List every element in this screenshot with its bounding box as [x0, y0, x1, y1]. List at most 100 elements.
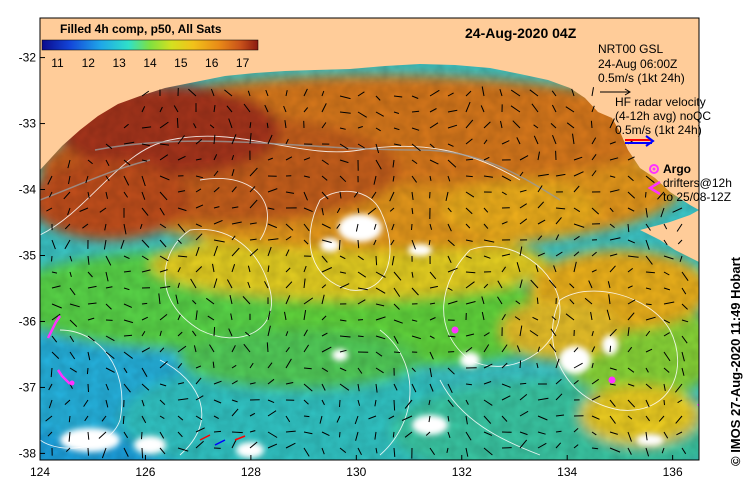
- velocity-arrow: [627, 299, 636, 305]
- velocity-arrow: [123, 447, 129, 457]
- velocity-arrow: [537, 185, 543, 193]
- velocity-arrow: [591, 447, 599, 450]
- velocity-arrow: [87, 335, 95, 342]
- drifter-track-southwest: [56, 369, 71, 385]
- velocity-arrow: [483, 399, 493, 406]
- velocity-arrow: [123, 334, 133, 337]
- velocity-arrow: [393, 447, 396, 457]
- velocity-arrow: [321, 223, 331, 229]
- velocity-arrow: [627, 255, 639, 258]
- velocity-arrow: [501, 175, 512, 182]
- velocity-arrow: [231, 345, 236, 353]
- legend-drifter-icon: [647, 180, 661, 196]
- velocity-arrow: [285, 138, 289, 145]
- velocity-arrow: [551, 316, 557, 321]
- velocity-arrow: [555, 393, 563, 401]
- velocity-arrow: [68, 175, 71, 185]
- velocity-arrow: [533, 135, 539, 145]
- velocity-arrow: [303, 310, 307, 321]
- velocity-arrow: [591, 415, 600, 420]
- velocity-arrow: [447, 175, 451, 182]
- velocity-arrow: [249, 430, 256, 433]
- velocity-arrow: [677, 399, 683, 404]
- velocity-arrow: [339, 367, 347, 372]
- velocity-arrow: [627, 383, 635, 387]
- velocity-arrow: [447, 239, 455, 247]
- velocity-arrow: [354, 415, 359, 425]
- velocity-arrow: [177, 282, 180, 289]
- velocity-arrow: [195, 377, 202, 385]
- velocity-arrow: [483, 332, 490, 337]
- velocity-arrow: [336, 207, 341, 214]
- velocity-arrow: [266, 342, 269, 353]
- velocity-arrow: [404, 399, 413, 409]
- velocity-arrow: [627, 327, 630, 337]
- velocity-arrow: [209, 124, 215, 129]
- velocity-arrow: [645, 239, 650, 250]
- velocity-arrow: [249, 222, 257, 225]
- velocity-arrow: [321, 332, 328, 337]
- velocity-arrow: [393, 287, 401, 297]
- velocity-arrow: [483, 283, 489, 289]
- velocity-arrow: [267, 378, 275, 385]
- velocity-arrow: [537, 235, 543, 241]
- velocity-arrow: [48, 383, 53, 391]
- velocity-arrow: [321, 90, 325, 97]
- velocity-arrow: [339, 159, 349, 164]
- map-frame: [39, 17, 700, 461]
- velocity-arrow: [591, 105, 595, 113]
- velocity-arrow: [98, 431, 107, 439]
- velocity-arrow: [141, 330, 146, 337]
- velocity-arrow: [357, 299, 366, 305]
- velocity-arrow: [529, 330, 539, 337]
- velocity-arrow: [501, 395, 511, 401]
- velocity-arrow: [429, 335, 435, 339]
- velocity-arrow: [195, 310, 198, 321]
- velocity-arrow: [123, 367, 128, 374]
- velocity-arrow: [303, 278, 306, 289]
- velocity-arrow: [373, 223, 377, 230]
- velocity-arrow: [447, 267, 458, 273]
- hf-radar-arrows: [199, 434, 246, 446]
- velocity-arrow: [267, 157, 273, 161]
- velocity-arrow: [321, 431, 330, 437]
- legend-nrt-line1: NRT00 GSL: [598, 42, 663, 56]
- velocity-arrow: [321, 399, 325, 406]
- velocity-arrow: [283, 105, 287, 113]
- velocity-arrow: [429, 143, 435, 149]
- velocity-arrow: [536, 297, 539, 305]
- velocity-arrow: [243, 343, 251, 353]
- velocity-arrow: [447, 124, 458, 129]
- velocity-arrow: [265, 89, 269, 97]
- velocity-arrow: [195, 158, 202, 161]
- velocity-arrow: [591, 87, 594, 97]
- velocity-arrow: [357, 207, 360, 214]
- velocity-arrow: [303, 383, 313, 392]
- velocity-arrow: [465, 399, 469, 405]
- velocity-arrow: [47, 431, 53, 437]
- velocity-arrow: [177, 190, 186, 193]
- velocity-arrow: [141, 143, 150, 147]
- velocity-arrow: [501, 266, 507, 273]
- velocity-arrow: [663, 301, 675, 305]
- velocity-arrow: [519, 246, 523, 257]
- velocity-arrow: [357, 367, 363, 374]
- velocity-arrow: [411, 95, 419, 99]
- velocity-arrow: [177, 447, 189, 452]
- velocity-arrow: [249, 248, 259, 257]
- velocity-arrow: [231, 235, 236, 241]
- velocity-arrow: [159, 239, 167, 248]
- velocity-arrow: [213, 278, 218, 289]
- velocity-arrow: [285, 415, 291, 423]
- velocity-arrow: [123, 159, 131, 166]
- legend-drifter-line2: to 25/08-12Z: [663, 190, 731, 204]
- velocity-arrow: [483, 381, 492, 385]
- velocity-arrow: [465, 90, 472, 97]
- velocity-arrow: [123, 383, 131, 393]
- velocity-arrow: [357, 335, 364, 338]
- velocity-arrow: [191, 330, 197, 337]
- velocity-arrow: [141, 90, 150, 97]
- velocity-arrow: [627, 223, 630, 233]
- velocity-arrow: [663, 351, 671, 362]
- velocity-arrow: [588, 280, 593, 289]
